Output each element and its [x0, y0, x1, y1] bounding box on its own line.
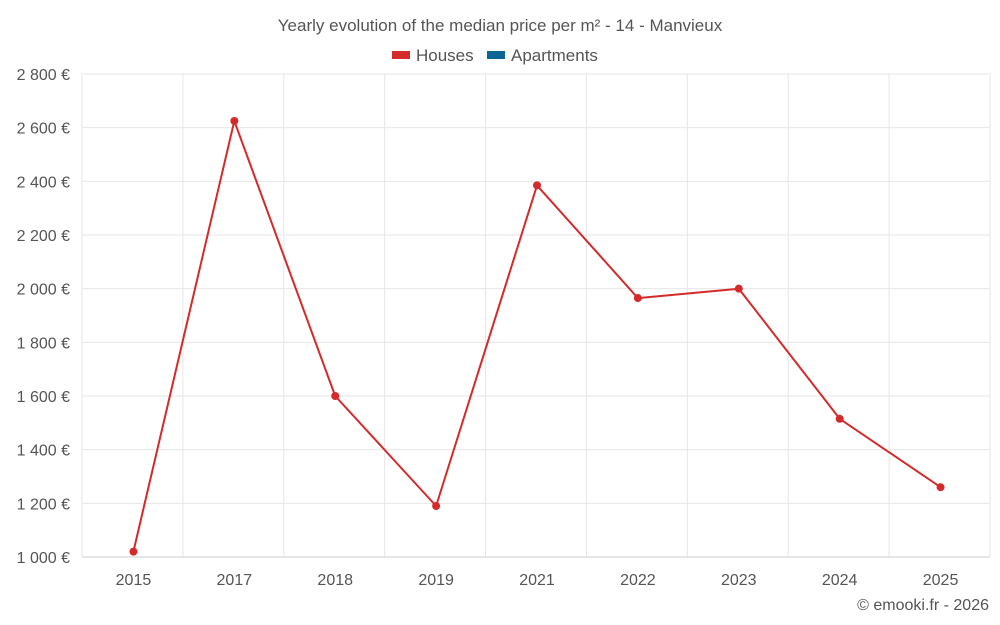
x-tick-label: 2017: [217, 572, 253, 589]
x-tick-label: 2021: [519, 572, 555, 589]
y-tick-label: 2 200 €: [17, 228, 70, 245]
x-tick-label: 2019: [418, 572, 454, 589]
data-point-houses-2022[interactable]: [633, 294, 642, 303]
data-point-houses-2017[interactable]: [230, 116, 239, 125]
x-axis-ticks: 2015 2017 2018 2019 2021 2022 2023 2024 2025: [116, 572, 959, 589]
x-tick-label: 2023: [721, 572, 757, 589]
x-tick-label: 2018: [317, 572, 353, 589]
y-tick-label: 2 600 €: [17, 121, 70, 138]
legend-label-houses: Houses: [416, 46, 474, 65]
legend-item-houses[interactable]: Houses: [392, 46, 474, 65]
series-houses: [129, 116, 945, 556]
y-axis-ticks: 1 000 € 1 200 € 1 400 € 1 600 € 1 800 € 2 000…: [17, 67, 70, 567]
data-point-houses-2021[interactable]: [533, 181, 541, 190]
x-tick-label: 2025: [923, 572, 959, 589]
y-gridlines: [82, 73, 990, 504]
data-point-houses-2025[interactable]: [936, 483, 945, 492]
data-point-houses-2018[interactable]: [331, 392, 340, 400]
legend-swatch-apartments: [487, 51, 505, 59]
y-tick-label: 1 000 €: [17, 550, 70, 567]
data-point-houses-2015[interactable]: [129, 547, 138, 556]
x-gridlines: [81, 74, 991, 557]
data-point-houses-2023[interactable]: [734, 284, 743, 293]
y-tick-label: 2 800 €: [17, 67, 70, 84]
x-tick-label: 2022: [620, 572, 656, 589]
data-point-houses-2024[interactable]: [835, 414, 844, 423]
y-tick-label: 1 800 €: [17, 335, 70, 352]
y-tick-label: 2 400 €: [17, 174, 70, 191]
y-tick-label: 1 600 €: [17, 389, 70, 406]
x-tick-label: 2024: [822, 572, 858, 589]
y-tick-label: 1 400 €: [17, 443, 70, 460]
legend-label-apartments: Apartments: [511, 46, 598, 65]
y-tick-label: 1 200 €: [17, 496, 70, 513]
y-tick-label: 2 000 €: [17, 282, 70, 299]
legend-item-apartments[interactable]: Apartments: [487, 46, 598, 65]
legend: Houses Apartments: [392, 46, 598, 65]
legend-swatch-houses: [392, 51, 410, 59]
chart-title: Yearly evolution of the median price per…: [278, 16, 723, 35]
footer-credit: © emooki.fr - 2026: [857, 597, 989, 614]
x-tick-label: 2015: [116, 572, 152, 589]
data-point-houses-2019[interactable]: [432, 502, 441, 511]
